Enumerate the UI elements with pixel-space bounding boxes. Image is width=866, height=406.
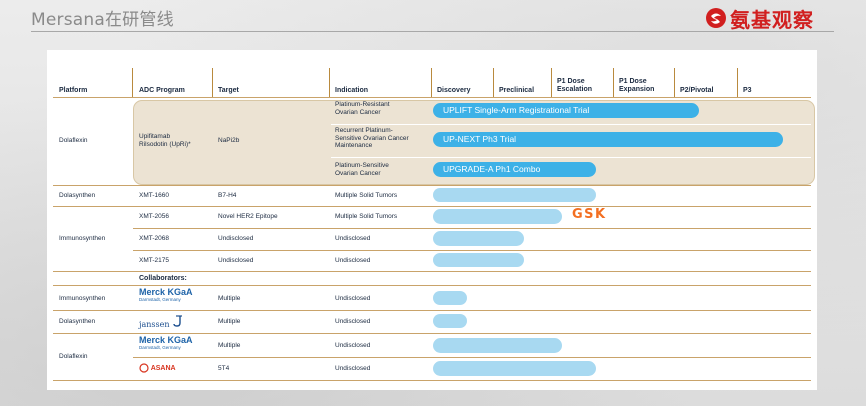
row-indication: Undisclosed <box>335 257 371 264</box>
progress-bar-collab4 <box>433 361 596 376</box>
trial-bar-upnext: UP-NEXT Ph3 Trial <box>433 132 783 147</box>
header-divider <box>737 68 738 98</box>
row-target: Undisclosed <box>218 257 254 264</box>
row-program: XMT-2068 <box>139 235 169 242</box>
row-rule <box>133 357 811 358</box>
row-indication: Platinum-Sensitive Ovarian Cancer <box>335 162 389 177</box>
merck-logo: Merck KGaA Darmstadt, Germany <box>139 288 193 303</box>
col-header-p1-expansion: P1 Dose Expansion <box>619 78 655 93</box>
row-rule <box>53 380 811 381</box>
row-target: NaPi2b <box>218 137 240 144</box>
header-divider <box>431 68 432 98</box>
row-target: B7-H4 <box>218 192 237 199</box>
merck-logo: Merck KGaA Darmstadt, Germany <box>139 336 193 351</box>
row-rule <box>53 310 811 311</box>
progress-bar-xmt2056 <box>433 209 562 224</box>
group-row-divider <box>331 124 811 125</box>
row-rule <box>53 333 811 334</box>
progress-bar-xmt2068 <box>433 231 524 246</box>
row-target: Multiple <box>218 295 241 302</box>
col-header-p2-pivotal: P2/Pivotal <box>680 87 714 94</box>
merck-sub: Darmstadt, Germany <box>139 297 181 302</box>
row-platform: Immunosynthen <box>59 295 106 302</box>
row-indication: Platinum-Resistant Ovarian Cancer <box>335 101 390 116</box>
asana-logo: ASANA <box>139 363 176 373</box>
row-platform: Dolasynthen <box>59 318 96 325</box>
row-target: Multiple <box>218 342 241 349</box>
row-indication: Undisclosed <box>335 342 371 349</box>
row-indication: Undisclosed <box>335 295 371 302</box>
header-divider <box>132 68 133 98</box>
row-rule <box>53 206 811 207</box>
asana-mark-icon <box>139 363 149 373</box>
progress-bar-xmt2175 <box>433 253 524 267</box>
header-divider <box>212 68 213 98</box>
pipeline-slide: Platform ADC Program Target Indication D… <box>47 50 817 390</box>
progress-bar-collab2 <box>433 314 467 328</box>
row-platform: Immunosynthen <box>59 235 106 242</box>
janssen-logo: janssen <box>139 315 183 329</box>
collaborators-label: Collaborators: <box>139 275 187 282</box>
header-divider <box>613 68 614 98</box>
header-divider <box>493 68 494 98</box>
row-indication: Undisclosed <box>335 365 371 372</box>
brand-logo: 氨基观察 <box>705 4 814 32</box>
header-divider <box>329 68 330 98</box>
col-header-p3: P3 <box>743 87 752 94</box>
trial-bar-upgrade: UPGRADE-A Ph1 Combo <box>433 162 596 177</box>
col-header-adc-program: ADC Program <box>139 87 185 94</box>
col-header-discovery: Discovery <box>437 87 471 94</box>
gsk-logo: GSK <box>572 207 607 222</box>
brand-text: 氨基观察 <box>730 7 814 32</box>
merck-name: Merck KGaA <box>139 287 193 297</box>
row-rule <box>53 271 811 272</box>
row-program: XMT-2175 <box>139 257 169 264</box>
header-divider <box>551 68 552 98</box>
group-row-divider <box>331 157 811 158</box>
trial-bar-uplift: UPLIFT Single-Arm Registrational Trial <box>433 103 699 118</box>
row-program: Upifitamab Rilsodotin (UpRi)* <box>139 133 191 148</box>
asana-name: ASANA <box>150 364 176 372</box>
row-program: XMT-2056 <box>139 213 169 220</box>
col-header-preclinical: Preclinical <box>499 87 535 94</box>
janssen-mark-icon <box>173 315 183 327</box>
row-indication: Multiple Solid Tumors <box>335 192 398 199</box>
col-header-platform: Platform <box>59 87 88 94</box>
row-platform: Dolasynthen <box>59 192 96 199</box>
progress-bar-collab1 <box>433 291 467 305</box>
row-indication: Recurrent Platinum- Sensitive Ovarian Ca… <box>335 127 409 149</box>
row-platform: Dolaflexin <box>59 137 88 144</box>
row-indication: Undisclosed <box>335 235 371 242</box>
brand-mark-icon <box>706 8 726 28</box>
header-rule <box>53 97 811 98</box>
merck-sub: Darmstadt, Germany <box>139 345 181 350</box>
progress-bar-xmt1660 <box>433 188 596 202</box>
row-target: 5T4 <box>218 365 230 372</box>
title-divider <box>31 31 834 32</box>
janssen-name: janssen <box>139 320 170 329</box>
col-header-indication: Indication <box>335 87 369 94</box>
progress-bar-collab3 <box>433 338 562 353</box>
row-indication: Multiple Solid Tumors <box>335 213 398 220</box>
row-indication: Undisclosed <box>335 318 371 325</box>
row-target: Multiple <box>218 318 241 325</box>
page-title: Mersana在研管线 <box>31 10 174 30</box>
row-target: Undisclosed <box>218 235 254 242</box>
row-target: Novel HER2 Epitope <box>218 213 278 220</box>
col-header-p1-escalation: P1 Dose Escalation <box>557 78 593 93</box>
row-platform: Dolaflexin <box>59 353 88 360</box>
merck-name: Merck KGaA <box>139 335 193 345</box>
row-rule <box>133 228 811 229</box>
row-program: XMT-1660 <box>139 192 169 199</box>
row-rule <box>53 285 811 286</box>
header-divider <box>674 68 675 98</box>
row-rule <box>53 185 811 186</box>
row-rule <box>133 250 811 251</box>
col-header-target: Target <box>218 87 239 94</box>
